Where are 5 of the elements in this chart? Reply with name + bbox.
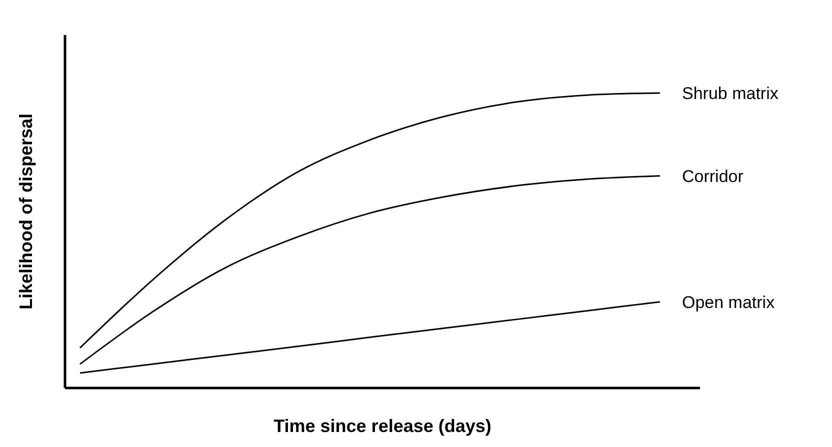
y-axis-title: Likelihood of dispersal [16, 113, 36, 310]
series-label: Corridor [682, 166, 744, 186]
x-axis-title: Time since release (days) [274, 416, 492, 436]
series-label: Open matrix [682, 292, 776, 312]
series-label: Shrub matrix [682, 84, 779, 103]
